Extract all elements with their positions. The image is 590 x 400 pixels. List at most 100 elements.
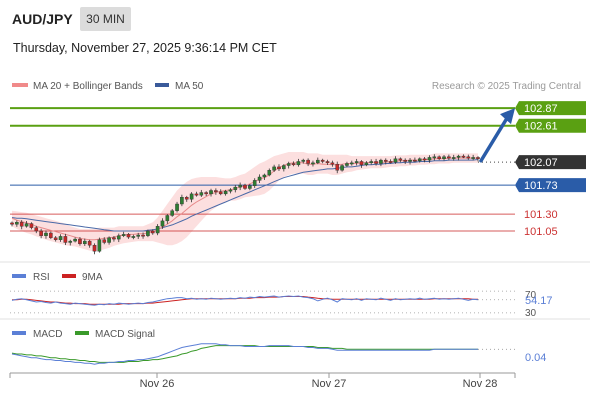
candle	[238, 184, 242, 188]
candle	[204, 192, 208, 195]
macd-legend-swatch	[12, 331, 26, 335]
x-axis: Nov 26 Nov 27 Nov 28	[9, 372, 516, 390]
candle	[218, 191, 223, 195]
candle	[223, 190, 228, 195]
ma50-line	[11, 159, 479, 232]
x-tick-label: Nov 28	[463, 378, 498, 390]
candle	[39, 230, 43, 236]
candle	[364, 162, 369, 166]
candle	[257, 176, 262, 181]
candle	[150, 230, 155, 234]
forecast-arrow	[479, 116, 509, 163]
rsi-ma-legend-label: 9MA	[82, 272, 103, 283]
ma20-line	[11, 157, 478, 241]
candle	[170, 210, 174, 216]
candle	[306, 159, 310, 164]
candle	[272, 166, 276, 171]
candle	[15, 222, 19, 225]
candle	[248, 185, 252, 189]
candle	[374, 161, 378, 164]
candle	[68, 240, 73, 243]
candle	[282, 165, 286, 170]
credit-label: Research © 2025 Trading Central	[432, 81, 581, 92]
rsi-value-label: 54.17	[525, 295, 553, 307]
rsi-ma-legend-swatch	[62, 274, 76, 278]
candle	[320, 159, 325, 162]
candle	[19, 222, 24, 227]
bollinger-band	[12, 152, 478, 252]
rsi-line	[11, 295, 479, 306]
candle	[349, 162, 354, 165]
forecast-arrow-head	[500, 108, 515, 125]
candle	[160, 220, 165, 227]
candle	[393, 158, 398, 163]
support-level-label: 101.30	[524, 209, 558, 221]
candle	[136, 234, 141, 237]
candle	[243, 184, 247, 189]
rsi-tick-30: 30	[525, 308, 537, 319]
candle	[277, 166, 281, 170]
candle	[10, 222, 14, 225]
interval-button[interactable]: 30 MIN	[80, 7, 131, 31]
candle	[121, 234, 126, 236]
candle	[471, 157, 475, 159]
candle	[335, 163, 340, 171]
macd-panel	[11, 343, 515, 365]
candle	[53, 237, 58, 240]
resistance-level-label: 102.87	[524, 103, 558, 115]
candle	[451, 157, 456, 159]
candle	[180, 197, 184, 205]
candle	[24, 223, 29, 227]
candle	[330, 162, 335, 165]
pivot-level-tag	[515, 178, 586, 193]
candle	[286, 163, 291, 166]
candle	[165, 215, 170, 222]
candle	[214, 190, 218, 193]
symbol-title: AUD/JPY	[12, 11, 73, 27]
macd-value-label: 0.04	[525, 352, 546, 364]
resistance-level-label: 102.61	[524, 121, 558, 133]
last-level-label: 102.07	[524, 157, 558, 169]
candle	[141, 234, 145, 237]
candle	[413, 159, 417, 162]
support-level-label: 101.05	[524, 226, 558, 238]
rsi-tick-70: 70	[525, 290, 537, 301]
candle	[291, 163, 296, 166]
candle	[58, 236, 63, 240]
candle	[316, 159, 320, 164]
candle	[427, 157, 432, 161]
candle	[63, 236, 68, 243]
macd-signal-line	[11, 345, 478, 363]
macd-legend-label: MACD	[33, 329, 62, 340]
macd-signal-legend-swatch	[75, 331, 89, 335]
candle	[107, 237, 111, 243]
candle	[29, 223, 34, 228]
candle	[432, 156, 437, 159]
candle	[209, 190, 213, 195]
candle	[442, 156, 446, 159]
rsi-legend-swatch	[12, 274, 26, 278]
candle	[73, 238, 77, 242]
candle	[112, 237, 116, 240]
candle	[311, 162, 315, 165]
candle	[422, 158, 427, 161]
candle	[175, 203, 179, 211]
rsi-legend: RSI 9MA	[12, 272, 103, 283]
candle	[296, 161, 301, 166]
candle	[456, 155, 461, 158]
candle	[189, 193, 194, 200]
resistance-level-tag	[515, 118, 586, 133]
candle	[146, 230, 150, 236]
candle	[403, 159, 407, 162]
datetime-label: Thursday, November 27, 2025 9:36:14 PM C…	[13, 41, 277, 55]
last-level-tag	[515, 155, 586, 170]
rsi-panel	[10, 290, 515, 314]
candle	[92, 244, 97, 252]
rsi-legend-label: RSI	[33, 272, 50, 283]
candle	[194, 193, 199, 196]
x-tick-label: Nov 27	[312, 378, 347, 390]
candle	[354, 161, 359, 164]
candle	[379, 159, 383, 164]
candle	[97, 239, 102, 252]
candle	[340, 165, 344, 171]
